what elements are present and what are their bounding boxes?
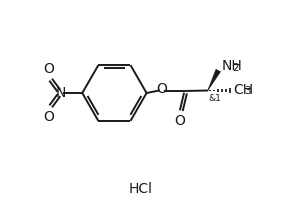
Text: CH: CH <box>233 83 253 97</box>
Text: N: N <box>55 86 66 100</box>
Text: O: O <box>44 62 55 76</box>
Text: NH: NH <box>222 59 242 73</box>
Text: O: O <box>157 82 168 96</box>
Text: HCl: HCl <box>128 183 152 196</box>
Text: O: O <box>44 110 55 124</box>
Text: 2: 2 <box>232 62 239 72</box>
Polygon shape <box>208 69 221 91</box>
Text: 3: 3 <box>244 86 251 96</box>
Text: O: O <box>174 114 185 128</box>
Text: &1: &1 <box>209 94 222 103</box>
